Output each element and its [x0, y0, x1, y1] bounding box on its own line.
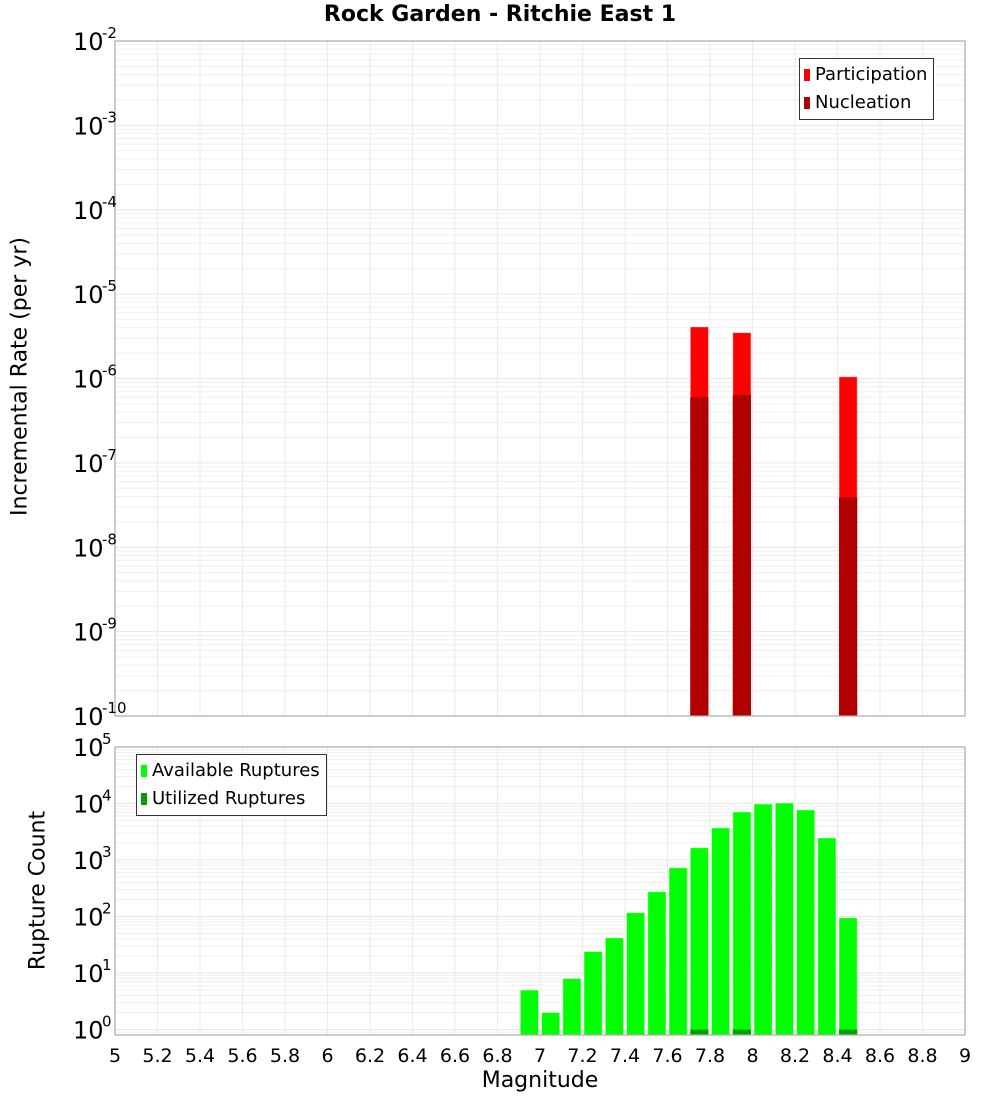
y-tick-label: 10	[73, 791, 104, 819]
x-tick-label: 9	[959, 1045, 971, 1067]
bar	[732, 394, 751, 716]
x-tick-label: 8.2	[780, 1045, 810, 1067]
bar	[541, 1012, 561, 1036]
bar	[732, 811, 752, 1036]
participation-swatch-icon	[804, 69, 810, 81]
svg-text:-3: -3	[102, 108, 117, 126]
bar	[690, 1029, 709, 1035]
x-tick-label: 7.2	[567, 1045, 597, 1067]
y-tick-label: 10	[73, 847, 104, 875]
svg-text:1: 1	[102, 956, 112, 974]
svg-text:0: 0	[102, 1013, 112, 1031]
bar	[839, 497, 858, 716]
bar	[711, 827, 731, 1036]
y-tick-label: 10	[73, 450, 104, 478]
legend-item-utilized-ruptures: Utilized Ruptures	[141, 785, 320, 813]
y-tick-label: 10	[73, 281, 104, 309]
legend-label: Utilized Ruptures	[152, 788, 306, 809]
svg-text:-5: -5	[102, 277, 117, 295]
x-tick-label: 8.6	[865, 1045, 895, 1067]
bar	[839, 1029, 858, 1035]
bar	[562, 977, 582, 1036]
svg-text:5: 5	[102, 730, 112, 748]
bar	[583, 951, 603, 1036]
x-tick-label: 8	[746, 1045, 758, 1067]
available-swatch-icon	[141, 765, 147, 777]
x-tick-label: 7	[534, 1045, 546, 1067]
bar	[647, 891, 667, 1036]
x-tick-label: 5.4	[185, 1045, 215, 1067]
y-tick-label: 10	[73, 366, 104, 394]
x-tick-label: 6.8	[482, 1045, 512, 1067]
y-tick-label: 10	[73, 1017, 104, 1045]
chart-title: Rock Garden - Ritchie East 1	[323, 2, 677, 27]
legend-item-nucleation: Nucleation	[804, 89, 927, 117]
legend-item-participation: Participation	[804, 61, 927, 89]
legend-label: Participation	[815, 64, 928, 85]
x-tick-label: 6.6	[440, 1045, 470, 1067]
y-tick-label: 10	[73, 28, 104, 56]
svg-text:-10: -10	[102, 699, 127, 717]
bar	[732, 1029, 751, 1035]
x-tick-label: 5.2	[142, 1045, 172, 1067]
bar	[668, 867, 688, 1036]
bar	[817, 837, 837, 1036]
svg-text:-4: -4	[102, 193, 117, 211]
legend-label: Nucleation	[815, 92, 912, 113]
y-tick-label: 10	[73, 197, 104, 225]
y-tick-label: 10	[73, 960, 104, 988]
svg-text:2: 2	[102, 900, 112, 918]
y-tick-label: 10	[73, 703, 104, 731]
bar	[519, 989, 539, 1036]
bar	[753, 803, 773, 1036]
bar	[604, 937, 624, 1036]
top-legend: Participation Nucleation	[799, 58, 935, 120]
y-tick-label: 10	[73, 619, 104, 647]
legend-item-available-ruptures: Available Ruptures	[141, 757, 320, 785]
bottom-legend: Available Ruptures Utilized Ruptures	[136, 754, 327, 816]
svg-text:-9: -9	[102, 615, 117, 633]
x-tick-label: 8.8	[907, 1045, 937, 1067]
x-tick-label: 5.8	[270, 1045, 300, 1067]
x-tick-label: 8.4	[822, 1045, 852, 1067]
svg-text:4: 4	[102, 787, 112, 805]
x-tick-label: 7.8	[695, 1045, 725, 1067]
y-tick-label: 10	[73, 734, 104, 762]
legend-label: Available Ruptures	[152, 760, 320, 781]
svg-text:-8: -8	[102, 530, 117, 548]
bar	[689, 847, 709, 1036]
x-tick-label: 5	[109, 1045, 121, 1067]
utilized-swatch-icon	[141, 793, 147, 805]
y-tick-label: 10	[73, 112, 104, 140]
svg-text:-6: -6	[102, 362, 117, 380]
nucleation-swatch-icon	[804, 97, 810, 109]
bar	[838, 917, 858, 1036]
x-tick-label: 7.4	[610, 1045, 640, 1067]
svg-text:-7: -7	[102, 446, 117, 464]
bar	[690, 397, 709, 716]
bar	[774, 802, 794, 1036]
svg-text:3: 3	[102, 843, 112, 861]
x-tick-label: 5.6	[227, 1045, 257, 1067]
x-tick-label: 6.2	[355, 1045, 385, 1067]
bar	[796, 809, 816, 1036]
x-tick-label: 6	[321, 1045, 333, 1067]
x-tick-label: 6.4	[397, 1045, 427, 1067]
bar	[626, 912, 646, 1036]
svg-text:-2: -2	[102, 24, 117, 42]
x-axis-label: Magnitude	[481, 1068, 599, 1093]
x-tick-label: 7.6	[652, 1045, 682, 1067]
y-tick-label: 10	[73, 534, 104, 562]
y-tick-label: 10	[73, 904, 104, 932]
